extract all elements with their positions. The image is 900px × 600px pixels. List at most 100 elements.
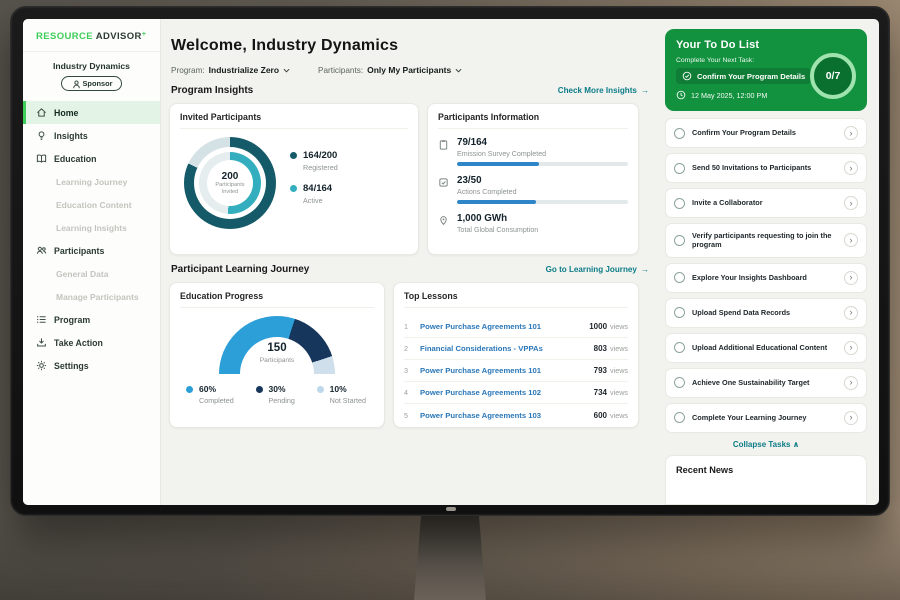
sidebar-item-home[interactable]: Home [23,101,160,124]
lesson-row: 3 Power Purchase Agreements 101 793 views [404,360,628,382]
checkbox-circle-icon [674,307,685,319]
sidebar-item-insights[interactable]: Insights [23,124,160,147]
invited-legend: 164/200 Registered 84/164 Active [290,150,338,216]
checkbox-circle-icon [674,127,685,139]
lesson-views: 1000 [589,322,608,331]
sidebar-item-label: Learning Insights [56,222,127,233]
lesson-row: 2 Financial Considerations - VPPAs 803 vi… [404,338,628,360]
sponsor-icon [71,79,80,89]
sidebar-item-label: Participants [54,245,105,256]
sidebar-item-label: Manage Participants [56,291,139,302]
lesson-link[interactable]: Power Purchase Agreements 101 [420,366,542,375]
lesson-link[interactable]: Power Purchase Agreements 103 [420,410,542,420]
legend-label: Registered [303,163,338,172]
lesson-views-unit: views [610,410,628,420]
task-row-send-invitations[interactable]: Send 50 Invitations to Participants › [665,153,867,183]
task-label: Explore Your Insights Dashboard [692,273,807,283]
task-row-upload-educational-content[interactable]: Upload Additional Educational Content › [665,332,867,363]
stat-value: 1,000 GWh [457,213,508,224]
card-title: Invited Participants [180,112,408,129]
lesson-row: 4 Power Purchase Agreements 102 734 views [404,382,628,404]
lesson-rank: 4 [404,388,408,397]
task-row-confirm-program[interactable]: Confirm Your Program Details › [665,118,867,148]
sidebar-item-learning-journey[interactable]: Learning Journey [23,170,160,193]
sidebar-item-education-content[interactable]: Education Content [23,193,160,216]
lesson-link[interactable]: Power Purchase Agreements 102 [420,388,542,397]
legend-value: 30% [268,384,286,394]
sidebar: RESOURCE ADVISOR+ Industry Dynamics Spon… [23,19,161,505]
not-started-dot [316,385,324,393]
sidebar-item-label: Learning Journey [56,176,128,187]
education-progress-card: Education Progress 150 Participants 60% [169,282,385,428]
chevron-down-icon [283,68,290,73]
collapse-tasks-link[interactable]: Collapse Tasks ∧ [732,439,800,449]
task-row-verify-participants[interactable]: Verify participants requesting to join t… [665,223,867,258]
todo-due-date: 12 May 2025, 12:00 PM [691,90,768,100]
sidebar-item-manage-participants[interactable]: Manage Participants [23,285,160,308]
lesson-views: 803 [593,344,608,353]
sidebar-item-label: General Data [56,268,109,279]
gauge-center-value: 150 [267,342,287,354]
section-title: Program Insights [171,85,254,96]
participants-filter[interactable]: Participants: Only My Participants [318,65,462,75]
invited-donut-chart: 200 Participants Invited [184,137,276,229]
clipboard-icon [438,139,449,150]
legend-value: 10% [329,384,347,394]
task-row-achieve-target[interactable]: Achieve One Sustainability Target › [665,367,867,398]
lesson-row: 5 Power Purchase Agreements 103 600 views [404,404,628,426]
check-more-insights-link[interactable]: Check More Insights → [558,86,649,95]
stat-label: Actions Completed [457,188,517,196]
sidebar-item-general-data[interactable]: General Data [23,262,160,285]
card-title: Top Lessons [404,291,628,308]
section-title: Participant Learning Journey [171,264,310,275]
chevron-right-icon: › [844,161,858,175]
go-to-learning-journey-link[interactable]: Go to Learning Journey → [546,265,649,274]
chevron-down-icon [455,68,462,73]
program-filter[interactable]: Program: Industrialize Zero [171,65,290,75]
sidebar-item-settings[interactable]: Settings [23,354,160,377]
task-list: Confirm Your Program Details › Send 50 I… [665,118,867,433]
chevron-right-icon: › [844,270,858,285]
checkbox-circle-icon [674,234,685,246]
todo-progress-value: 0/7 [825,70,841,82]
checkbox-circle-icon [674,272,685,284]
sidebar-item-take-action[interactable]: Take Action [23,331,160,354]
sidebar-item-education[interactable]: Education [23,147,160,170]
education-legend: 60% Completed 30% Pending 10% Not Starte… [180,374,374,416]
task-row-upload-spend-data[interactable]: Upload Spend Data Records › [665,297,867,328]
todo-next-task[interactable]: Confirm Your Program Details [676,68,812,84]
learning-journey-header: Participant Learning Journey Go to Learn… [171,264,649,275]
task-row-invite-collaborator[interactable]: Invite a Collaborator › [665,188,867,218]
task-label: Complete Your Learning Journey [692,413,807,423]
task-row-complete-learning-journey[interactable]: Complete Your Learning Journey › [665,402,867,433]
chevron-right-icon: › [844,196,858,210]
dashboard-screen: RESOURCE ADVISOR+ Industry Dynamics Spon… [23,19,879,505]
clock-icon [676,90,686,100]
sidebar-item-label: Education Content [56,199,132,210]
recent-news-card: Recent News [665,454,867,505]
stat-value: 23/50 [457,175,482,186]
checkbox-circle-icon [674,197,685,209]
program-filter-value: Industrialize Zero [208,65,280,75]
sidebar-item-learning-insights[interactable]: Learning Insights [23,216,160,239]
checkbox-circle-icon [674,412,685,424]
consumption-stat: 1,000 GWh Total Global Consumption [438,213,628,238]
arrow-right-icon: → [640,86,649,95]
participants-filter-value: Only My Participants [367,65,452,75]
task-label: Upload Spend Data Records [692,308,791,318]
participants-filter-label: Participants: [318,65,364,75]
todo-summary-card: Your To Do List Complete Your Next Task:… [665,29,867,111]
program-filter-label: Program: [171,65,205,75]
sidebar-item-participants[interactable]: Participants [23,239,160,262]
lesson-rank: 5 [404,410,408,420]
lesson-link[interactable]: Power Purchase Agreements 101 [420,322,542,331]
lesson-views: 793 [593,366,608,375]
stat-label: Emission Survey Completed [457,150,547,158]
todo-subtitle: Complete Your Next Task: [676,57,755,64]
lesson-link[interactable]: Financial Considerations - VPPAs [420,344,543,353]
insights-cards-row: Invited Participants 200 Participants In… [169,103,651,255]
lesson-rank: 3 [404,366,408,375]
task-row-explore-insights[interactable]: Explore Your Insights Dashboard › [665,262,867,293]
sidebar-item-program[interactable]: Program [23,308,160,331]
lesson-views-unit: views [610,322,628,331]
